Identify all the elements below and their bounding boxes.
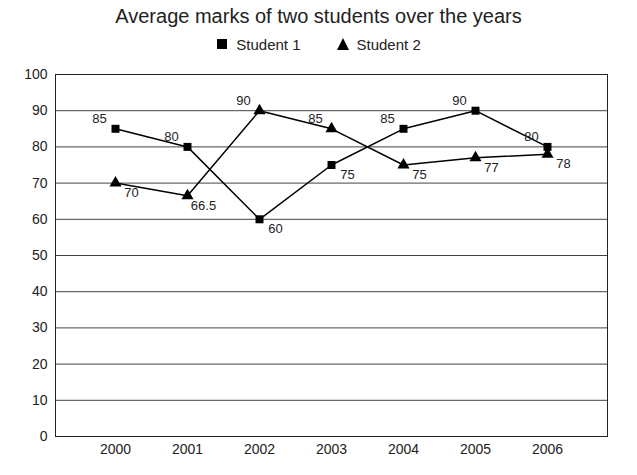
svg-text:10: 10 xyxy=(32,392,48,408)
svg-text:78: 78 xyxy=(556,156,570,171)
svg-text:75: 75 xyxy=(412,167,426,182)
svg-text:85: 85 xyxy=(92,111,106,126)
svg-text:2006: 2006 xyxy=(532,441,563,457)
svg-text:80: 80 xyxy=(524,129,538,144)
svg-text:2000: 2000 xyxy=(100,441,131,457)
svg-text:2001: 2001 xyxy=(172,441,203,457)
svg-text:80: 80 xyxy=(164,129,178,144)
svg-text:0: 0 xyxy=(40,428,48,444)
html-text:Average marks of two students: Average marks of two students over the y… xyxy=(115,5,522,27)
svg-text:66.5: 66.5 xyxy=(191,198,216,213)
svg-text:85: 85 xyxy=(308,111,322,126)
svg-text:2003: 2003 xyxy=(316,441,347,457)
svg-text:90: 90 xyxy=(452,93,466,108)
html-text:Student 1: Student 1 xyxy=(236,35,301,53)
svg-text:90: 90 xyxy=(32,102,48,118)
svg-text:80: 80 xyxy=(32,138,48,154)
html-text:Student 2: Student 2 xyxy=(356,35,421,53)
svg-text:90: 90 xyxy=(236,93,250,108)
svg-text:50: 50 xyxy=(32,247,48,263)
svg-text:60: 60 xyxy=(268,221,282,236)
svg-text:70: 70 xyxy=(124,185,138,200)
svg-text:40: 40 xyxy=(32,283,48,299)
svg-text:2005: 2005 xyxy=(460,441,491,457)
svg-text:60: 60 xyxy=(32,211,48,227)
svg-text:77: 77 xyxy=(484,160,498,175)
svg-text:100: 100 xyxy=(24,66,48,82)
svg-text:2002: 2002 xyxy=(244,441,275,457)
svg-text:85: 85 xyxy=(380,111,394,126)
svg-text:75: 75 xyxy=(340,167,354,182)
svg-text:20: 20 xyxy=(32,356,48,372)
svg-text:70: 70 xyxy=(32,175,48,191)
svg-text:30: 30 xyxy=(32,319,48,335)
svg-text:2004: 2004 xyxy=(388,441,419,457)
